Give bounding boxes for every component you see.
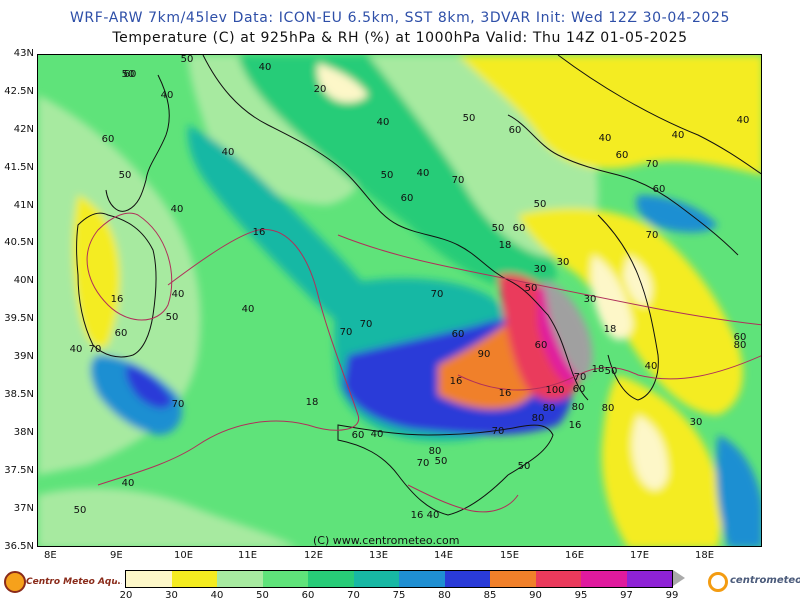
- centro-meteo-aquileo-logo: Centro Meteo Aquileo: [2, 568, 136, 600]
- lat-label: 36.5N: [4, 541, 34, 552]
- legend-swatch: [399, 571, 445, 587]
- lat-label: 41N: [13, 200, 34, 211]
- legend-swatch: [626, 571, 672, 587]
- lat-label: 37N: [13, 503, 34, 514]
- lat-label: 40N: [13, 275, 34, 286]
- lon-label: 10E: [174, 550, 194, 561]
- legend-tick-label: 50: [256, 590, 269, 601]
- lat-label: 37.5N: [4, 465, 34, 476]
- coastlines: [76, 55, 761, 516]
- lon-label: 8E: [44, 550, 57, 561]
- lat-label: 43N: [13, 48, 34, 59]
- lat-label: 38N: [13, 427, 34, 438]
- lon-label: 16E: [565, 550, 585, 561]
- legend-tick-label: 40: [210, 590, 224, 601]
- legend-swatch: [126, 571, 172, 587]
- legend-tick-label: 30: [165, 590, 178, 601]
- lon-label: 13E: [369, 550, 389, 561]
- lon-label: 12E: [304, 550, 324, 561]
- logo-sun-icon: [4, 571, 26, 593]
- lon-label: 15E: [500, 550, 520, 561]
- isotherms: [86, 212, 761, 513]
- legend-swatch: [490, 571, 536, 587]
- legend-tick-label: 70: [347, 590, 360, 601]
- map-panel: [37, 54, 762, 547]
- legend-tick-label: 20: [119, 590, 133, 601]
- logo-left-text: Centro Meteo Aquileo: [26, 577, 137, 587]
- legend-right-arrow-icon: [673, 570, 685, 586]
- lat-label: 41.5N: [4, 162, 34, 173]
- title-line-2: Temperature (C) at 925hPa & RH (%) at 10…: [112, 30, 688, 46]
- legend-tick-label: 95: [574, 590, 588, 601]
- legend-swatch: [535, 571, 581, 587]
- legend-tick-label: 80: [438, 590, 451, 601]
- lat-label: 39.5N: [4, 313, 34, 324]
- lat-label: 42N: [13, 124, 34, 135]
- lat-label: 42.5N: [4, 86, 34, 97]
- lon-label: 11E: [238, 550, 258, 561]
- logo-right-text: centrometeo: [730, 575, 800, 586]
- legend-swatch: [444, 571, 490, 587]
- title-line-1: WRF-ARW 7km/45lev Data: ICON-EU 6.5km, S…: [69, 10, 731, 26]
- lon-label: 14E: [434, 550, 454, 561]
- legend-tick-label: 97: [620, 590, 633, 601]
- lon-label: 18E: [695, 550, 715, 561]
- rh-color-legend: [125, 570, 673, 588]
- lon-label: 9E: [110, 550, 123, 561]
- legend-swatch: [581, 571, 627, 587]
- legend-left-arrow-icon: [113, 570, 125, 586]
- legend-swatch: [171, 571, 217, 587]
- logo-ring-icon: [708, 572, 728, 592]
- legend-tick-label: 75: [392, 590, 406, 601]
- legend-swatch: [353, 571, 399, 587]
- centrometeo-logo: centrometeo: [700, 570, 800, 596]
- lat-label: 38.5N: [4, 389, 34, 400]
- copyright-text: (C) www.centrometeo.com: [313, 534, 460, 547]
- legend-tick-label: 99: [665, 590, 679, 601]
- lon-label: 17E: [630, 550, 650, 561]
- map-canvas: [38, 55, 761, 546]
- legend-tick-label: 60: [301, 590, 315, 601]
- rh-shading: [38, 55, 761, 546]
- legend-swatch: [262, 571, 308, 587]
- legend-swatch: [308, 571, 354, 587]
- lat-label: 40.5N: [4, 237, 34, 248]
- legend-tick-label: 90: [529, 590, 542, 601]
- lat-label: 39N: [13, 351, 34, 362]
- legend-swatch: [217, 571, 263, 587]
- legend-tick-label: 85: [483, 590, 497, 601]
